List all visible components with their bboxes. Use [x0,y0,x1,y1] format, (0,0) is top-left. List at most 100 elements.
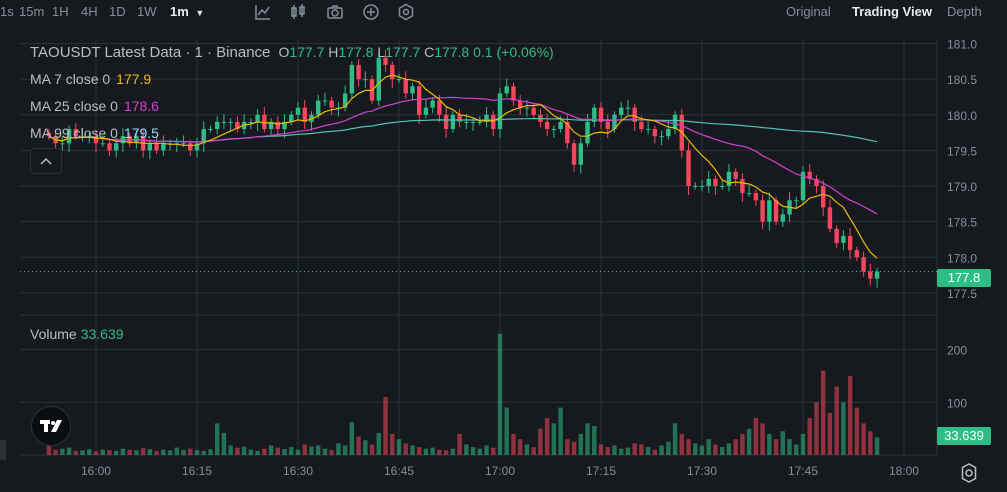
candle-body [208,129,213,131]
volume-bar [699,445,705,455]
ma7-label: MA 7 close 0 [30,71,111,87]
candle-body [73,129,78,137]
view-depth-tab[interactable]: Depth [947,4,982,19]
candle-body [578,143,583,165]
collapse-legend-button[interactable] [30,148,62,174]
price-tick-label: 179.5 [947,144,977,158]
candle-body [403,79,408,94]
volume-bar [518,439,523,455]
tradingview-logo[interactable] [31,406,71,446]
price-tick-label: 178.0 [947,251,977,265]
volume-bar [174,447,179,455]
volume-bar [558,407,563,455]
candle-body [194,143,200,151]
timeframe-1w[interactable]: 1W [137,4,157,19]
volume-bar [807,418,812,455]
time-tick-label: 16:30 [283,464,313,478]
view-original-tab[interactable]: Original [786,4,831,19]
candle-body [659,136,664,138]
line-tool-icon[interactable] [254,3,272,21]
candle-body [484,114,489,122]
volume-bar [80,450,85,455]
volume-bar [316,445,321,455]
candle-body [645,129,651,131]
candle-body [410,86,415,94]
volume-bar [753,418,759,455]
candle-body [854,250,860,258]
timeframe-1m-selected[interactable]: 1m ▼ [170,4,204,19]
volume-bar [376,432,381,455]
volume-tick-label: 100 [947,396,967,410]
candle-body [201,129,206,144]
candle-body [693,186,698,188]
volume-bar [720,447,725,455]
volume-bar [504,407,509,455]
volume-bar [188,448,193,455]
candlestick-type-icon[interactable] [289,3,307,21]
volume-bar [470,447,476,455]
candle-body [215,121,220,130]
volume-bar [868,431,873,455]
candle-body [612,114,617,130]
candle-body [349,64,355,94]
ma25-label: MA 25 close 0 [30,98,118,114]
price-tick-label: 180.0 [947,109,977,123]
volume-bar [309,446,314,455]
candle-body [322,100,328,102]
candle-body [821,186,826,208]
volume-bar [652,449,658,455]
volume-bar [592,426,597,455]
volume-bar [100,449,105,455]
last-price-tag: 177.8 [937,269,991,287]
timeframe-15m[interactable]: 15m [19,4,45,19]
candle-body [342,93,348,108]
candle-body [457,114,462,122]
volume-bar [491,447,496,455]
camera-icon[interactable] [326,3,344,21]
candle-body [423,107,429,115]
candle-body [672,114,678,130]
volume-bar [437,449,442,455]
timeframe-1s[interactable]: 1s [0,4,14,19]
candle-body [417,86,422,115]
time-tick-label: 16:00 [81,464,111,478]
volume-bar [322,448,328,455]
candle-body [329,100,334,108]
volume-bar [821,370,826,455]
candle-body [464,121,469,123]
volume-bar [464,444,469,455]
timeframe-4h[interactable]: 4H [81,4,98,19]
volume-bar [235,447,240,455]
volume-bar [538,428,543,455]
price-chart[interactable]: 181.0 180.5 180.0 179.5 179.0 178.5 178.0 177.5… [0,24,1007,492]
timeframe-1d[interactable]: 1D [109,4,126,19]
volume-bar [511,433,516,455]
time-tick-label: 16:15 [182,464,212,478]
volume-bar [457,433,462,455]
add-indicator-icon[interactable] [362,3,380,21]
candle-body [302,107,307,122]
volume-bar [746,428,752,455]
timeframe-1h[interactable]: 1H [52,4,69,19]
chart-settings-icon[interactable] [397,3,415,21]
candle-body [841,235,846,244]
candle-body [874,271,880,279]
volume-bar [241,446,247,455]
candle-body [356,64,361,80]
volume-bar [154,450,159,455]
candle-body [80,136,85,138]
volume-bar [275,447,280,455]
candle-body [504,86,509,94]
candle-body [181,143,186,145]
volume-bar [53,449,58,455]
candle-body [161,143,166,151]
candle-body [60,143,65,145]
volume-bar [87,449,92,455]
volume-bar [619,448,624,455]
gear-icon[interactable] [958,462,980,484]
volume-bar [571,441,577,455]
volume-bar [787,439,792,455]
view-trading-view-tab[interactable]: Trading View [852,4,932,19]
volume-bar [443,450,449,455]
volume-bar [383,397,388,455]
